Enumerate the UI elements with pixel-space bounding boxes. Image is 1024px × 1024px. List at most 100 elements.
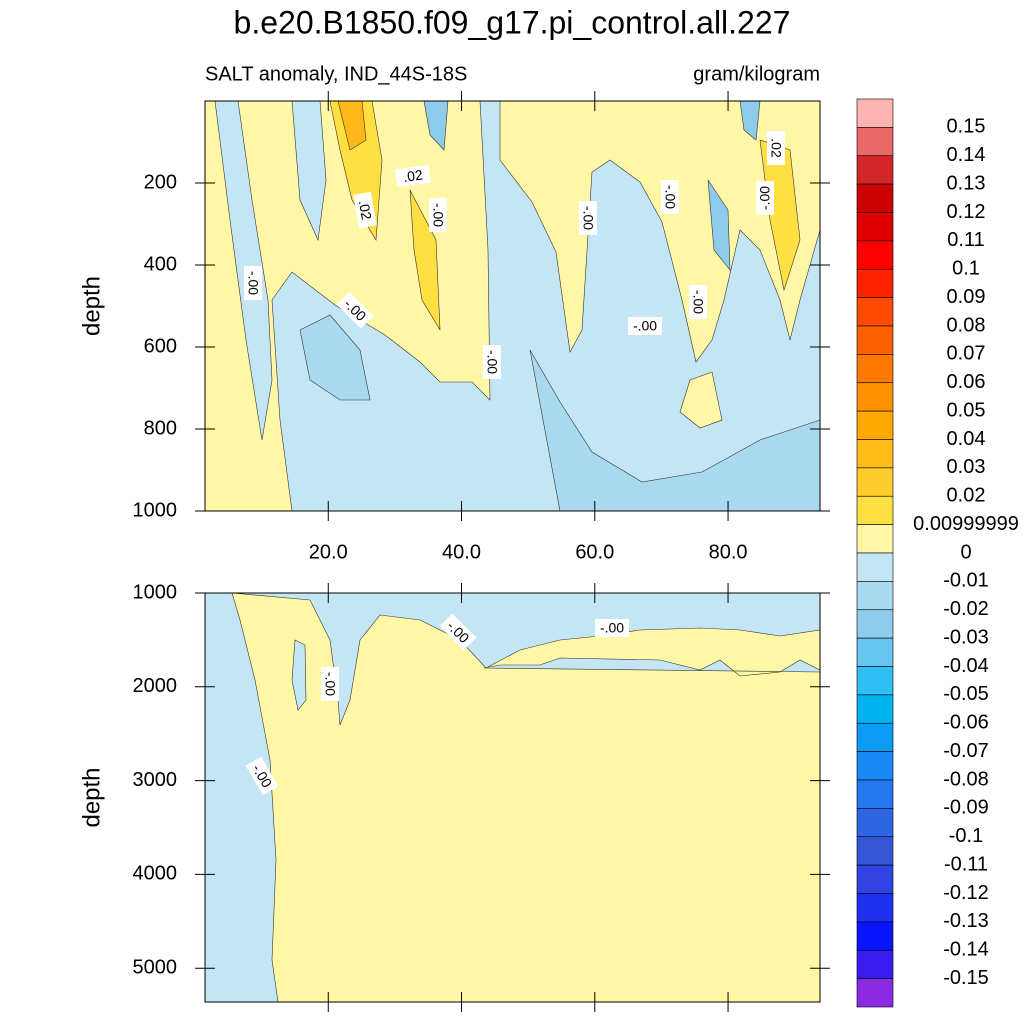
colorbar-box [856, 694, 894, 724]
colorbar-label: 0.03 [947, 456, 986, 478]
colorbar-label: -0.09 [943, 797, 989, 819]
chart-title: b.e20.B1850.f09_g17.pi_control.all.227 [234, 4, 791, 40]
y-tick-label: 800 [144, 417, 177, 439]
colorbar-box [856, 325, 894, 355]
contour-label: .02 [767, 131, 785, 165]
top-panel-field [204, 100, 821, 512]
colorbar-label: -0.1 [949, 825, 983, 847]
colorbar-box [856, 524, 894, 554]
colorbar-label: 0.08 [947, 314, 986, 336]
y-tick-label: 400 [144, 253, 177, 275]
colorbar-box [856, 439, 894, 469]
x-tick-label: 40.0 [442, 541, 481, 563]
colorbar-label: -0.04 [943, 655, 989, 677]
contour-label-text: .02 [768, 138, 784, 158]
contour-label: -.00 [628, 317, 662, 335]
colorbar-label: 0.05 [947, 399, 986, 421]
colorbar-label: -0.14 [943, 939, 989, 961]
contour-label-bg [244, 266, 262, 300]
contour-label-text: -.00 [757, 186, 773, 210]
colorbar-box [856, 212, 894, 242]
contour-label: -.00 [483, 345, 501, 379]
y-tick-label: 4000 [133, 863, 178, 885]
colorbar-label: -0.02 [943, 598, 989, 620]
colorbar-box [856, 297, 894, 327]
contour-label-text: -.00 [484, 350, 500, 374]
colorbar-label: -0.08 [943, 768, 989, 790]
colorbar-label: 0.12 [947, 201, 986, 223]
contour-label-bg [579, 201, 597, 235]
colorbar-label: 0.02 [947, 485, 986, 507]
y-tick-label: 3000 [133, 769, 178, 791]
y-axis-label: depth [78, 767, 105, 827]
contour-label-bg [439, 613, 477, 651]
contour-region [231, 592, 821, 1003]
colorbar-label: 0.14 [947, 144, 986, 166]
y-tick-label: 200 [144, 171, 177, 193]
contour-label: -.00 [689, 285, 707, 319]
colorbar-box [856, 722, 894, 752]
contour-label-text: -.00 [690, 290, 706, 314]
contour-label-bg [321, 667, 339, 701]
plot-frame [204, 592, 821, 1003]
colorbar-label: -0.03 [943, 626, 989, 648]
contour-region [299, 314, 371, 401]
y-tick-label: 2000 [133, 675, 178, 697]
contour-region [679, 371, 723, 429]
x-tick-label: 80.0 [709, 541, 748, 563]
contour-label: -.00 [244, 266, 262, 300]
contour-label-text: .02 [402, 166, 424, 185]
contour-label-bg [661, 180, 679, 214]
colorbar-box [856, 609, 894, 639]
colorbar-box [856, 836, 894, 866]
contour-label: -.00 [661, 180, 679, 214]
contour-label-bg [595, 619, 629, 637]
y-tick-label: 600 [144, 335, 177, 357]
contour-label-text: -.00 [662, 185, 678, 209]
x-tick-label: 20.0 [309, 541, 348, 563]
colorbar-box [856, 751, 894, 781]
colorbar-label: 0.13 [947, 172, 986, 194]
colorbar-box [856, 155, 894, 185]
colorbar-label: -0.11 [944, 853, 988, 875]
contour-label-bg [394, 164, 432, 188]
contour-label-text: -.00 [600, 620, 624, 636]
right-subtitle: gram/kilogram [693, 63, 820, 85]
colorbar-label: 0.11 [947, 229, 984, 251]
y-tick-label: 1000 [133, 581, 178, 603]
contour-label-bg [689, 285, 707, 319]
bottom-panel-field [205, 592, 821, 1003]
colorbar-box [856, 552, 894, 582]
colorbar-box [856, 467, 894, 497]
colorbar-box [856, 637, 894, 667]
contour-label-text: -.00 [580, 206, 596, 230]
colorbar-box [856, 893, 894, 923]
colorbar-box [856, 240, 894, 270]
colorbar-box [856, 127, 894, 157]
contour-region [707, 179, 731, 271]
colorbar-box [856, 268, 894, 298]
colorbar-label: -0.12 [943, 882, 989, 904]
colorbar-box [856, 978, 894, 1008]
contour-label-text: -.00 [430, 203, 446, 227]
y-axis-label: depth [78, 276, 105, 336]
colorbar-label: 0.1 [952, 258, 980, 280]
contour-label: -.00 [321, 667, 339, 701]
colorbar-label: -0.07 [943, 740, 989, 762]
colorbar-label: 0.09 [947, 286, 986, 308]
contour-label-text: .02 [356, 199, 375, 221]
colorbar-label: 0.07 [947, 343, 986, 365]
contour-label-bg [483, 345, 501, 379]
contour-label: -.00 [756, 181, 774, 215]
colorbar-label: 0.04 [947, 428, 986, 450]
colorbar-label: -0.06 [943, 712, 989, 734]
contour-label-bg [429, 198, 447, 232]
contour-label-text: -.00 [633, 318, 657, 334]
colorbar-label: -0.13 [943, 910, 989, 932]
colorbar-box [856, 382, 894, 412]
colorbar-label: 0 [960, 541, 971, 563]
colorbar-box [856, 183, 894, 213]
colorbar-box [856, 949, 894, 979]
contour-label: .02 [394, 164, 432, 188]
contour-region [291, 639, 307, 711]
